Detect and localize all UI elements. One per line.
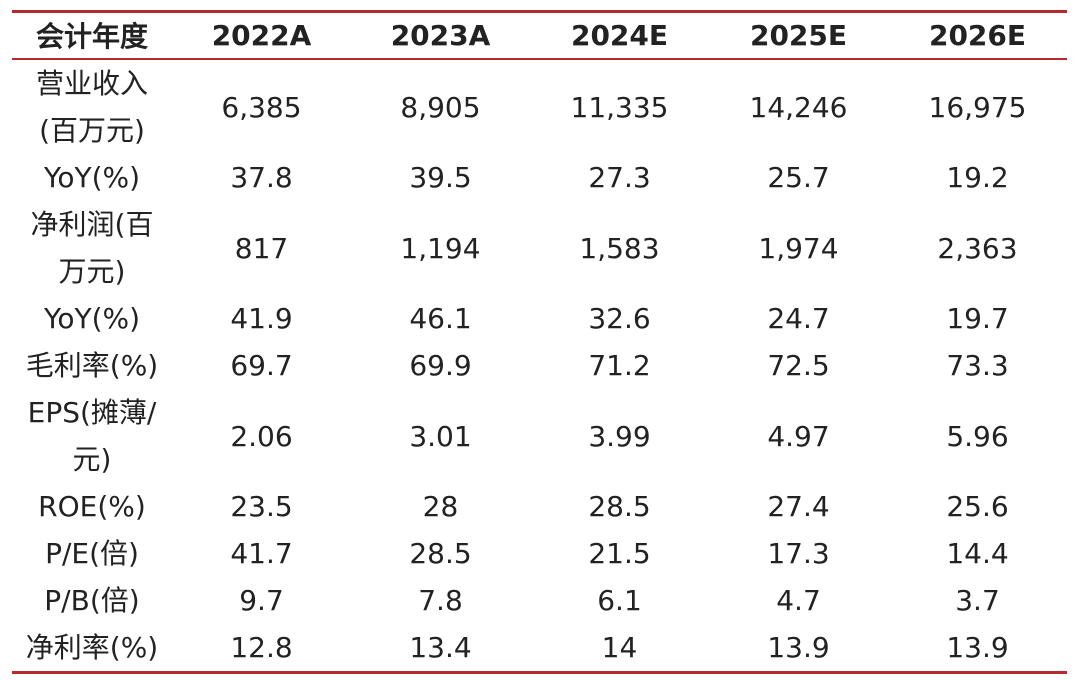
table-cell: 25.7 [767,161,830,194]
table-cell: 41.9 [230,302,293,335]
table-cell: 1,974 [758,231,839,265]
table-cell: 46.1 [409,302,472,335]
table-row: P/E(倍) 41.7 28.5 21.5 17.3 14.4 [12,530,1067,577]
row-label: 毛利率(%) [25,349,159,382]
table-cell: 24.7 [767,302,830,335]
table-cell: 28 [422,490,459,523]
row-label: 净利润(百 万元) [30,208,154,288]
table-row: 净利率(%) 12.8 13.4 14 13.9 13.9 [12,624,1067,674]
table-cell: 27.4 [767,490,830,523]
row-label: ROE(%) [38,490,146,523]
row-label: P/B(倍) [44,584,140,617]
row-label: YoY(%) [43,161,141,194]
header-2026e: 2026E [888,12,1067,60]
table-cell: 41.7 [230,537,293,570]
table-cell: 1,194 [400,231,481,265]
table-cell: 1,583 [579,231,660,265]
row-label: 营业收入 (百万元) [35,67,148,147]
table-row: 毛利率(%) 69.7 69.9 71.2 72.5 73.3 [12,342,1067,389]
table-cell: 28.5 [409,537,472,570]
table-cell: 14.4 [946,537,1009,570]
table-cell: 27.3 [588,161,651,194]
table-row: P/B(倍) 9.7 7.8 6.1 4.7 3.7 [12,577,1067,624]
table-cell: 69.9 [409,349,472,382]
table-cell: 72.5 [767,349,830,382]
row-label: P/E(倍) [45,537,139,570]
row-label: YoY(%) [43,302,141,335]
table-cell: 19.2 [946,161,1009,194]
financial-forecast-table-container: 会计年度 2022A 2023A 2024E 2025E 2026E 营业收入(… [12,12,1067,674]
table-cell: 3.01 [409,419,472,453]
table-cell: 9.7 [239,584,284,617]
table-row: YoY(%) 41.9 46.1 32.6 24.7 19.7 [12,295,1067,342]
table-cell: 16,975 [928,90,1027,124]
table-row: EPS(摊薄/元) 2.06 3.01 3.99 4.97 5.96 [12,389,1067,483]
header-2023a: 2023A [351,12,530,60]
table-row: 营业收入 (百万元) 6,385 8,905 11,335 14,246 16,975 [12,59,1067,154]
table-cell: 39.5 [409,161,472,194]
table-header-row: 会计年度 2022A 2023A 2024E 2025E 2026E [12,12,1067,60]
header-fiscal-year: 会计年度 [12,12,172,60]
table-cell: 5.96 [946,419,1009,453]
table-cell: 4.97 [767,419,830,453]
table-cell: 7.8 [418,584,463,617]
table-cell: 2,363 [937,231,1018,265]
table-cell: 14,246 [749,90,848,124]
table-cell: 6.1 [597,584,642,617]
table-cell: 13.9 [709,624,888,674]
header-2024e: 2024E [530,12,709,60]
header-2025e: 2025E [709,12,888,60]
table-cell: 23.5 [230,490,293,523]
table-cell: 3.99 [588,419,651,453]
header-2022a: 2022A [172,12,351,60]
table-body: 营业收入 (百万元) 6,385 8,905 11,335 14,246 16,975 YoY… [12,59,1067,674]
table-cell: 71.2 [588,349,651,382]
table-cell: 25.6 [946,490,1009,523]
table-cell: 12.8 [172,624,351,674]
table-cell: 14 [530,624,709,674]
table-cell: 69.7 [230,349,293,382]
table-cell: 21.5 [588,537,651,570]
table-cell: 32.6 [588,302,651,335]
table-cell: 3.7 [955,584,1000,617]
table-cell: 28.5 [588,490,651,523]
table-cell: 817 [234,231,289,265]
row-label: EPS(摊薄/元) [27,396,157,476]
table-top-rule [12,10,1067,13]
table-cell: 2.06 [230,419,293,453]
table-cell: 4.7 [776,584,821,617]
table-cell: 8,905 [400,90,481,124]
table-cell: 73.3 [946,349,1009,382]
table-cell: 6,385 [221,90,302,124]
table-cell: 17.3 [767,537,830,570]
table-row: ROE(%) 23.5 28 28.5 27.4 25.6 [12,483,1067,530]
table-cell: 13.4 [351,624,530,674]
table-row: YoY(%) 37.8 39.5 27.3 25.7 19.2 [12,154,1067,201]
table-cell: 37.8 [230,161,293,194]
table-cell: 11,335 [570,90,669,124]
table-cell: 19.7 [946,302,1009,335]
table-cell: 13.9 [888,624,1067,674]
table-row: 净利润(百 万元) 817 1,194 1,583 1,974 2,363 [12,201,1067,295]
row-label: 净利率(%) [12,624,172,674]
financial-forecast-table: 会计年度 2022A 2023A 2024E 2025E 2026E 营业收入(… [12,12,1067,674]
